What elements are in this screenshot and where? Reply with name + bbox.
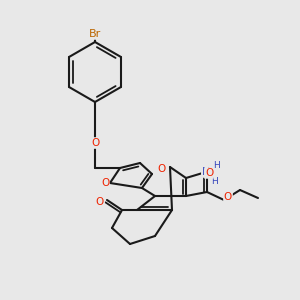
Text: O: O — [205, 168, 213, 178]
Text: H: H — [211, 178, 218, 187]
Text: O: O — [91, 138, 99, 148]
Text: N: N — [202, 167, 210, 177]
Text: O: O — [101, 178, 109, 188]
Text: O: O — [96, 197, 104, 207]
Text: Br: Br — [89, 29, 101, 39]
Text: H: H — [213, 160, 219, 169]
Text: O: O — [224, 192, 232, 202]
Text: O: O — [158, 164, 166, 174]
